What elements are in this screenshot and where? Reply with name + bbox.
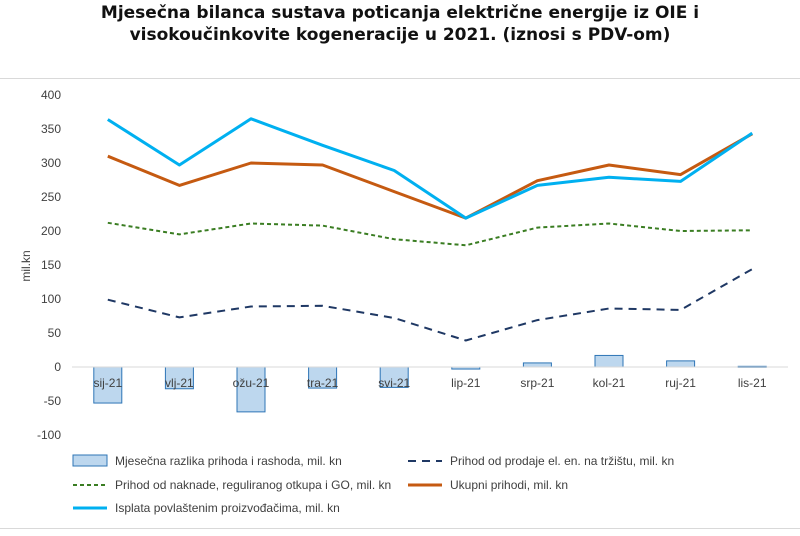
- x-tick-label: srp-21: [520, 376, 554, 390]
- y-axis-ticks: 400 350 300 250 200 150 100 50 0 -50 -100: [37, 88, 61, 442]
- chart-title: Mjesečna bilanca sustava poticanja elekt…: [0, 2, 800, 46]
- x-tick-label: ruj-21: [665, 376, 696, 390]
- bar: [236, 366, 266, 413]
- y-tick-label: 100: [41, 292, 61, 306]
- legend-label: Ukupni prihodi, mil. kn: [450, 478, 568, 492]
- x-axis-labels: sij-21 vlj-21 ožu-21 tra-21 svi-21 lip-21 srp-…: [93, 376, 766, 390]
- legend: Mjesečna razlika prihoda i rashoda, mil.…: [72, 454, 674, 515]
- legend-label: Prihod od prodaje el. en. na tržištu, mi…: [450, 454, 674, 468]
- legend-label: Prihod od naknade, reguliranog otkupa i …: [115, 478, 391, 492]
- bar: [666, 360, 696, 368]
- bar: [594, 354, 624, 368]
- y-tick-label: 0: [54, 360, 61, 374]
- y-tick-label: 150: [41, 258, 61, 272]
- legend-swatch: [72, 454, 108, 467]
- x-tick-label: vlj-21: [165, 376, 194, 390]
- y-axis-label: mil.kn: [19, 250, 33, 281]
- line-series: [106, 117, 754, 342]
- series-line: [107, 132, 753, 220]
- chart-title-line2: visokoučinkovite kogeneracije u 2021. (i…: [129, 25, 671, 45]
- y-tick-label: 300: [41, 156, 61, 170]
- x-tick-label: lis-21: [738, 376, 767, 390]
- chart-frame-bottom: [0, 528, 800, 529]
- x-tick-label: tra-21: [307, 376, 339, 390]
- y-tick-label: 400: [41, 88, 61, 102]
- x-tick-label: ožu-21: [233, 376, 270, 390]
- legend-label: Mjesečna razlika prihoda i rashoda, mil.…: [115, 454, 342, 468]
- bar: [522, 362, 552, 368]
- series-line: [107, 221, 753, 247]
- y-tick-label: 200: [41, 224, 61, 238]
- legend-label: Isplata povlaštenim proizvođačima, mil. …: [115, 501, 340, 515]
- y-tick-label: -100: [37, 428, 61, 442]
- y-tick-label: -50: [44, 394, 62, 408]
- y-tick-label: 250: [41, 190, 61, 204]
- x-tick-label: lip-21: [451, 376, 481, 390]
- x-tick-label: kol-21: [593, 376, 626, 390]
- chart-title-line1: Mjesečna bilanca sustava poticanja elekt…: [100, 3, 700, 23]
- chart-frame-top: [0, 78, 800, 79]
- bar: [93, 366, 123, 404]
- y-tick-label: 50: [48, 326, 62, 340]
- series-line: [106, 117, 754, 220]
- series-line: [107, 268, 753, 342]
- x-tick-label: sij-21: [93, 376, 122, 390]
- y-tick-label: 350: [41, 122, 61, 136]
- x-tick-label: svi-21: [378, 376, 410, 390]
